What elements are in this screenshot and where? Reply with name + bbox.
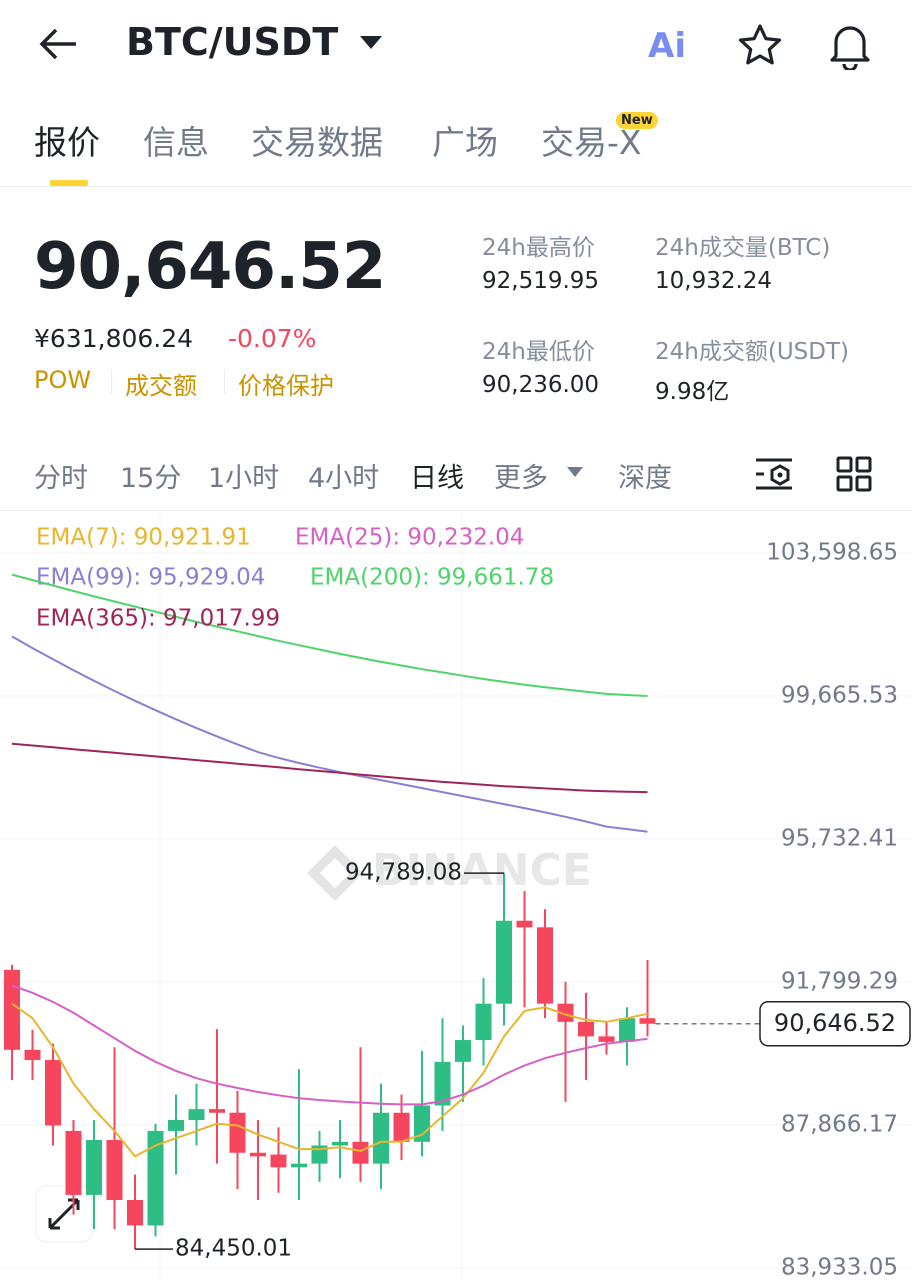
candle-body: [393, 1112, 410, 1142]
tab[interactable]: 交易数据: [251, 123, 383, 162]
cny-price: ¥631,806.24: [34, 324, 194, 353]
expand-icon: [48, 1198, 80, 1230]
separator: [111, 370, 112, 394]
candle-body: [639, 1018, 656, 1024]
ema-line: [11, 573, 648, 697]
stat-value: 90,236.00: [482, 372, 600, 398]
candle-body: [598, 1036, 615, 1042]
candle-body: [24, 1049, 41, 1061]
back-button[interactable]: [36, 26, 80, 62]
interval[interactable]: 分时: [34, 463, 88, 494]
candle-body: [537, 927, 553, 1004]
y-tick-label: 83,933.05: [781, 1254, 898, 1280]
candle-body: [332, 1141, 348, 1146]
interval[interactable]: 4小时: [308, 463, 380, 494]
favorite-button[interactable]: [736, 22, 784, 68]
symbol[interactable]: BTC/USDT: [126, 20, 339, 64]
candle-body: [373, 1112, 389, 1164]
tab[interactable]: 交易-X: [541, 123, 642, 162]
interval[interactable]: 15分: [120, 463, 182, 494]
candle-body: [209, 1109, 225, 1113]
candle-body: [352, 1141, 369, 1164]
candle-body: [147, 1130, 164, 1226]
legend-entry: EMA(25): 90,232.04: [295, 525, 524, 551]
candle-body: [578, 1021, 594, 1037]
annotation-label: 84,450.01: [175, 1236, 292, 1262]
candle-body: [229, 1112, 246, 1153]
price-change: -0.07%: [228, 324, 317, 353]
ema-line: [11, 635, 648, 833]
current-price-label: 90,646.52: [774, 1009, 896, 1037]
more-caret[interactable]: [566, 466, 584, 478]
separator: [224, 370, 225, 394]
divider: [0, 186, 912, 187]
candle-body: [455, 1040, 471, 1062]
ema-line: [11, 1002, 648, 1158]
y-tick-label: 95,732.41: [781, 825, 898, 851]
stat-label: 24h最低价: [482, 339, 595, 365]
y-tick-label: 87,866.17: [781, 1111, 898, 1137]
symbol-caret[interactable]: [358, 34, 384, 52]
candle-body: [86, 1140, 102, 1195]
candle-body: [4, 969, 20, 1050]
legend-entry: EMA(99): 95,929.04: [36, 565, 265, 591]
tab-indicator: [50, 180, 88, 186]
candle-body: [619, 1018, 635, 1042]
tab[interactable]: 报价: [34, 123, 100, 162]
tag[interactable]: 成交额: [125, 372, 197, 400]
tag[interactable]: POW: [34, 366, 92, 394]
stat-label: 24h成交额(USDT): [655, 339, 849, 365]
stat-value: 10,932.24: [655, 268, 773, 294]
ai-button[interactable]: Ai: [648, 26, 686, 66]
new-badge: New: [616, 112, 658, 129]
candle-body: [45, 1060, 61, 1126]
candle-body: [65, 1130, 82, 1195]
divider: [0, 510, 912, 511]
indicator-button[interactable]: [754, 456, 794, 492]
y-tick-label: 99,665.53: [781, 682, 898, 708]
alert-button[interactable]: [826, 20, 874, 70]
layout-button[interactable]: [836, 456, 872, 492]
candle-body: [106, 1140, 123, 1201]
tag[interactable]: 价格保护: [238, 372, 334, 400]
y-tick-label: 91,799.29: [781, 968, 898, 994]
stat-value: 9.98亿: [655, 379, 730, 405]
watermark: BINANCE: [372, 845, 592, 896]
y-tick-label: 103,598.65: [766, 539, 898, 565]
candle-body: [496, 920, 512, 1004]
candle-body: [168, 1120, 184, 1131]
stat-label: 24h成交量(BTC): [655, 235, 831, 261]
interval[interactable]: 更多: [494, 463, 548, 494]
candle-body: [250, 1152, 266, 1157]
interval[interactable]: 1小时: [208, 463, 280, 494]
ema-line: [11, 984, 648, 1106]
legend-entry: EMA(365): 97,017.99: [36, 606, 280, 632]
candle-body: [414, 1105, 430, 1142]
tab[interactable]: 广场: [432, 123, 498, 162]
watermark-logo: [307, 845, 363, 901]
candle-body: [188, 1109, 205, 1121]
interval[interactable]: 深度: [618, 463, 672, 494]
current-price-box: [759, 1001, 911, 1047]
candle-body: [291, 1163, 307, 1168]
ema-line: [11, 742, 648, 794]
candle-body: [270, 1154, 287, 1168]
candle-body: [475, 1003, 492, 1041]
stat-label: 24h最高价: [482, 235, 595, 261]
stat-value: 92,519.95: [482, 268, 600, 294]
candle-body: [557, 1003, 574, 1022]
legend-entry: EMA(200): 99,661.78: [310, 565, 554, 591]
candle-body: [434, 1061, 451, 1106]
annotation-label: 94,789.08: [345, 860, 462, 886]
legend-entry: EMA(7): 90,921.91: [36, 525, 251, 551]
tab[interactable]: 信息: [143, 123, 209, 162]
last-price: 90,646.52: [34, 230, 386, 304]
candle-body: [127, 1200, 143, 1226]
interval[interactable]: 日线: [410, 463, 464, 494]
candle-body: [516, 920, 533, 928]
